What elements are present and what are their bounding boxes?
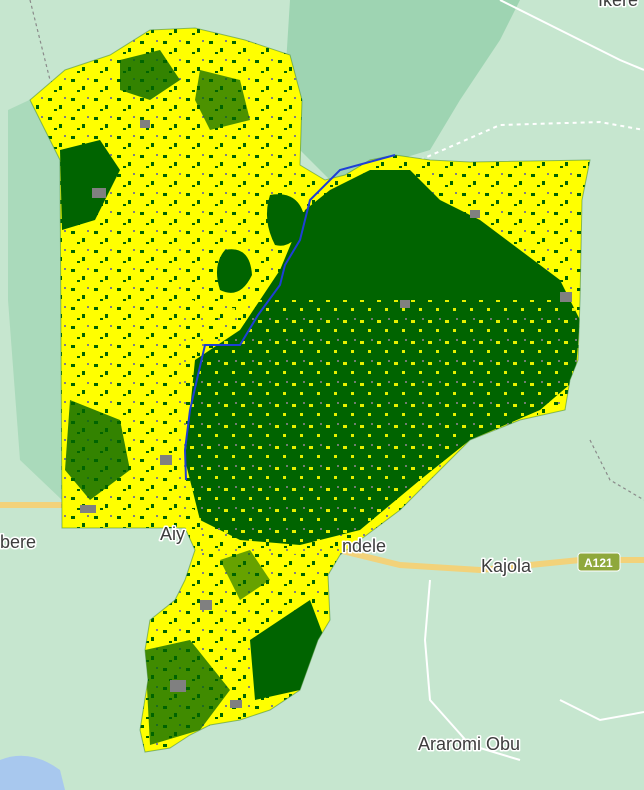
road-shield-a121: A121 xyxy=(577,552,621,572)
track-east xyxy=(589,439,644,501)
road-shield-label: A121 xyxy=(584,556,613,570)
forest-reserve-area xyxy=(285,0,520,180)
place-label-ondele: ndele xyxy=(342,536,386,556)
road-minor-east xyxy=(419,120,644,161)
water-body xyxy=(0,755,65,790)
park-area-left xyxy=(8,95,62,500)
track-northwest xyxy=(29,0,51,81)
place-label-top-right: Ikere xyxy=(598,0,638,10)
place-label-araromi-obu: Araromi Obu xyxy=(418,734,520,754)
road-minor-southeast xyxy=(559,699,644,722)
place-label-aiyede: Aiy xyxy=(160,524,185,544)
road-minor-south xyxy=(423,579,521,761)
place-label-kajola: Kajola xyxy=(481,556,532,576)
river-line xyxy=(183,154,396,481)
place-label-bere: bere xyxy=(0,532,36,552)
road-minor-north xyxy=(499,0,644,71)
